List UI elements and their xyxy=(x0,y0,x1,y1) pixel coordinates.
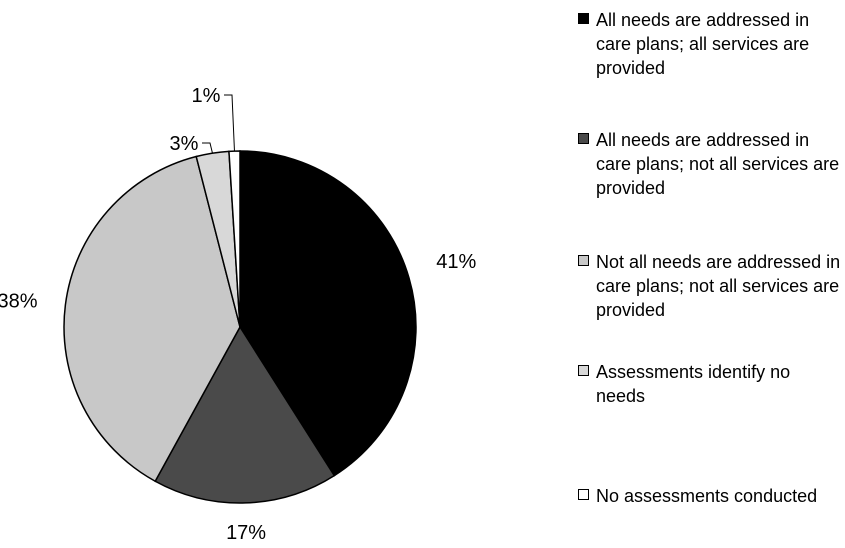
legend-swatch xyxy=(578,133,589,144)
legend-swatch xyxy=(578,255,589,266)
leader-line xyxy=(224,95,234,151)
data-label: 3% xyxy=(170,133,199,155)
legend-swatch xyxy=(578,365,589,376)
legend-label: Not all needs are addressed in care plan… xyxy=(596,250,844,322)
data-label: 38% xyxy=(0,291,38,313)
legend-item: All needs are addressed in care plans; a… xyxy=(578,8,844,80)
legend-swatch xyxy=(578,13,589,24)
data-label: 41% xyxy=(436,251,476,273)
legend-item: Assessments identify no needs xyxy=(578,360,844,408)
legend-label: No assessments conducted xyxy=(596,484,844,508)
legend-item: All needs are addressed in care plans; n… xyxy=(578,128,844,200)
data-label: 17% xyxy=(226,522,266,544)
legend-swatch xyxy=(578,489,589,500)
legend-label: All needs are addressed in care plans; n… xyxy=(596,128,844,200)
data-label: 1% xyxy=(192,85,221,107)
legend-label: All needs are addressed in care plans; a… xyxy=(596,8,844,80)
legend-label: Assessments identify no needs xyxy=(596,360,844,408)
leader-line xyxy=(202,143,212,153)
legend-item: Not all needs are addressed in care plan… xyxy=(578,250,844,322)
legend-item: No assessments conducted xyxy=(578,484,844,508)
pie-chart: 41% 17% 38% 3% 1% xyxy=(0,0,540,548)
